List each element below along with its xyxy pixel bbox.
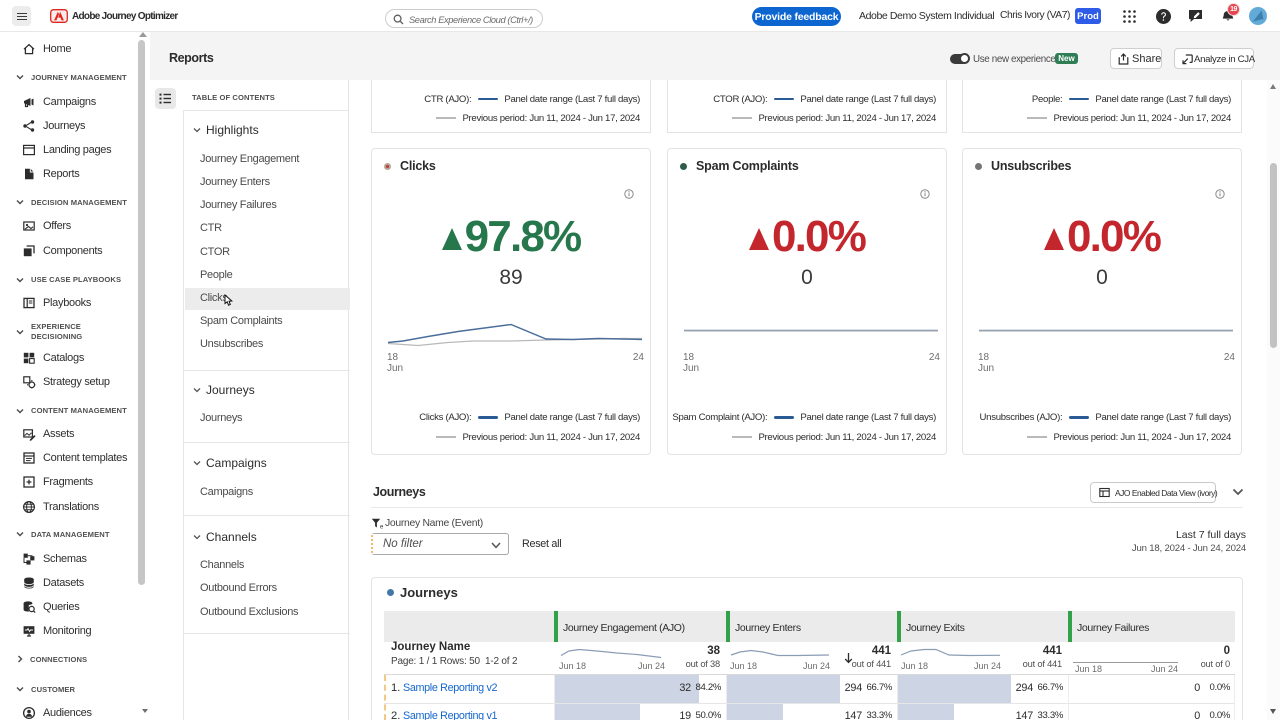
- svg-text:e: e: [380, 525, 383, 530]
